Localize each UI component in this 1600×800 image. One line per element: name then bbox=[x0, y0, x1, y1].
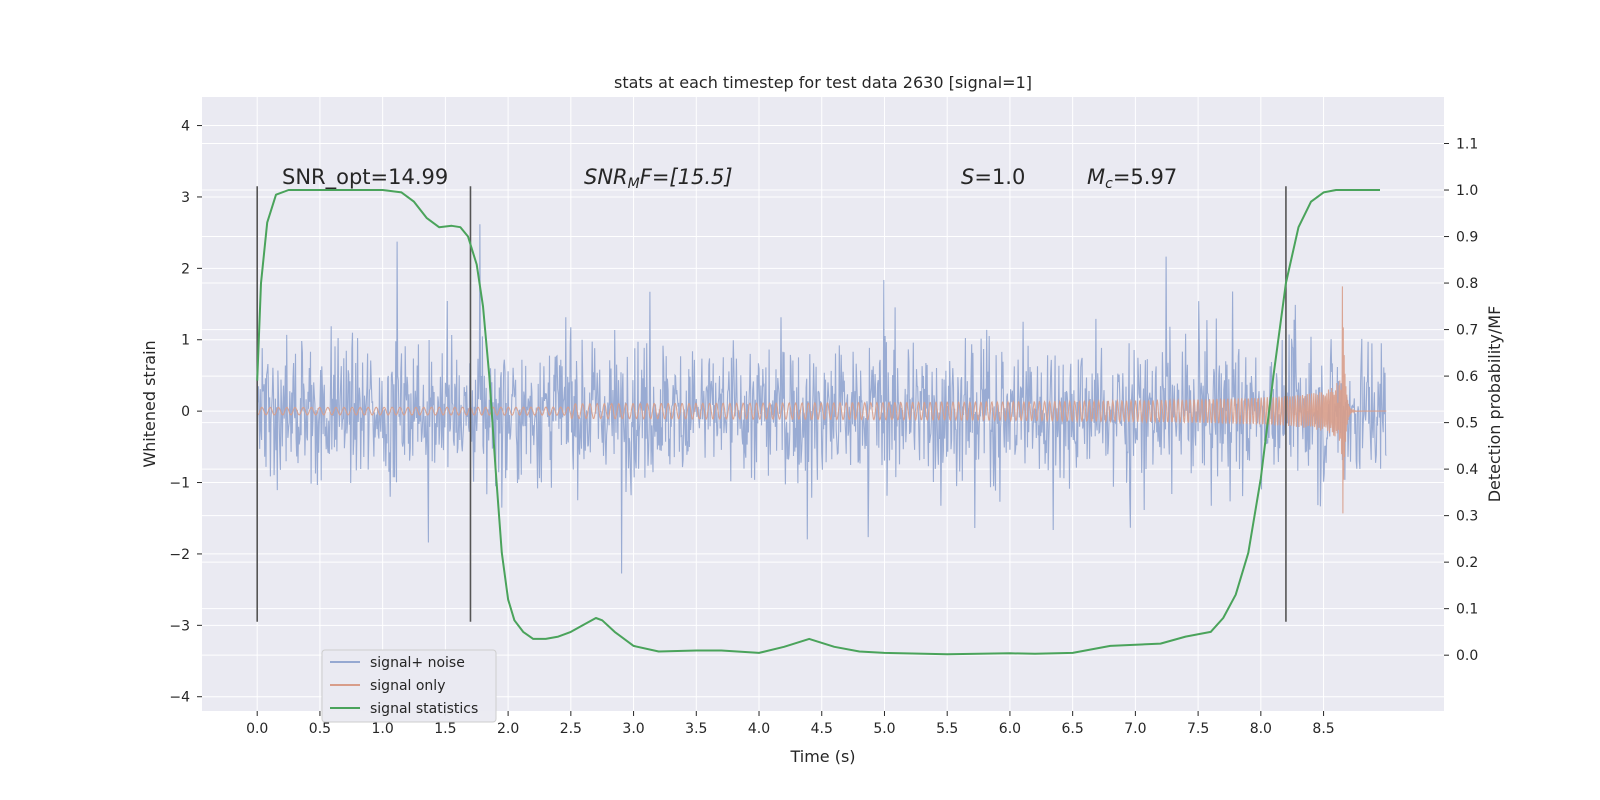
annotation-snr-mf: SNRMF=[15.5] bbox=[584, 165, 733, 192]
y-left-tick-label: −4 bbox=[169, 690, 190, 706]
y-axis-left-label: Whitened strain bbox=[140, 340, 159, 467]
y-right-tick-label: 0.4 bbox=[1456, 462, 1478, 478]
x-tick-label: 8.5 bbox=[1312, 721, 1334, 737]
series-signal-statistics bbox=[256, 189, 1380, 656]
x-tick-label: 1.5 bbox=[434, 721, 456, 737]
y-axis-left-ticks: 4 3 2 1 0 −1 −2 −3 −4 bbox=[169, 119, 202, 706]
annotation-snr-opt: SNR_opt=14.99 bbox=[282, 165, 448, 190]
x-tick-label: 4.5 bbox=[811, 721, 833, 737]
x-tick-label: 1.0 bbox=[372, 721, 394, 737]
signal-only-line bbox=[256, 286, 1387, 514]
y-right-tick-label: 0.1 bbox=[1456, 602, 1478, 618]
y-right-tick-label: 0.3 bbox=[1456, 509, 1478, 525]
legend-label-signal-only: signal only bbox=[370, 678, 445, 694]
y-axis-right-ticks: 1.1 1.0 0.9 0.8 0.7 0.6 0.5 0.4 0.3 0.2 0.1 0.0 bbox=[1444, 137, 1478, 664]
vertical-markers bbox=[256, 186, 1287, 622]
y-right-tick-label: 1.0 bbox=[1456, 183, 1478, 199]
x-tick-label: 6.0 bbox=[999, 721, 1021, 737]
signal-noise-line bbox=[256, 224, 1387, 574]
x-tick-label: 0.0 bbox=[246, 721, 268, 737]
x-tick-label: 2.5 bbox=[560, 721, 582, 737]
y-right-tick-label: 0.0 bbox=[1456, 648, 1478, 664]
y-left-tick-label: 2 bbox=[181, 261, 190, 277]
x-axis-label: Time (s) bbox=[789, 747, 855, 766]
x-axis-ticks: 0.0 0.5 1.0 1.5 2.0 2.5 3.0 3.5 4.0 4.5 5.0 5.5 6.0 6… bbox=[246, 711, 1335, 737]
y-right-tick-label: 0.8 bbox=[1456, 276, 1478, 292]
y-right-tick-label: 0.6 bbox=[1456, 369, 1478, 385]
annotation-chirp-mass: Mc=5.97 bbox=[1087, 165, 1177, 192]
y-right-tick-label: 0.7 bbox=[1456, 323, 1478, 339]
legend: signal+ noise signal only signal statist… bbox=[321, 649, 497, 723]
x-tick-label: 5.0 bbox=[873, 721, 895, 737]
series-signal-only bbox=[256, 286, 1387, 514]
legend-label-signal-noise: signal+ noise bbox=[370, 655, 465, 671]
legend-box bbox=[321, 649, 497, 723]
chart-title: stats at each timestep for test data 263… bbox=[614, 73, 1032, 92]
y-left-tick-label: −1 bbox=[169, 476, 190, 492]
x-tick-label: 3.0 bbox=[622, 721, 644, 737]
y-left-tick-label: 4 bbox=[181, 119, 190, 135]
x-tick-label: 8.0 bbox=[1250, 721, 1272, 737]
x-tick-label: 7.0 bbox=[1124, 721, 1146, 737]
y-right-tick-label: 0.2 bbox=[1456, 555, 1478, 571]
x-tick-label: 7.5 bbox=[1187, 721, 1209, 737]
y-right-tick-label: 1.1 bbox=[1456, 137, 1478, 153]
y-left-tick-label: 3 bbox=[181, 190, 190, 206]
y-right-tick-label: 0.5 bbox=[1456, 416, 1478, 432]
y-right-tick-label: 0.9 bbox=[1456, 230, 1478, 246]
y-left-tick-label: −2 bbox=[169, 547, 190, 563]
x-tick-label: 3.5 bbox=[685, 721, 707, 737]
y-left-tick-label: 1 bbox=[181, 333, 190, 349]
y-left-tick-label: −3 bbox=[169, 618, 190, 634]
x-tick-label: 6.5 bbox=[1062, 721, 1084, 737]
y-axis-right-label: Detection probability/MF bbox=[1485, 306, 1504, 503]
x-tick-label: 4.0 bbox=[748, 721, 770, 737]
series-signal-noise bbox=[256, 224, 1387, 574]
annotation-s: S=1.0 bbox=[961, 165, 1025, 189]
x-tick-label: 2.0 bbox=[497, 721, 519, 737]
x-tick-label: 0.5 bbox=[309, 721, 331, 737]
signal-statistics-line bbox=[256, 189, 1380, 656]
x-tick-label: 5.5 bbox=[936, 721, 958, 737]
legend-label-signal-statistics: signal statistics bbox=[370, 701, 478, 717]
y-left-tick-label: 0 bbox=[181, 404, 190, 420]
